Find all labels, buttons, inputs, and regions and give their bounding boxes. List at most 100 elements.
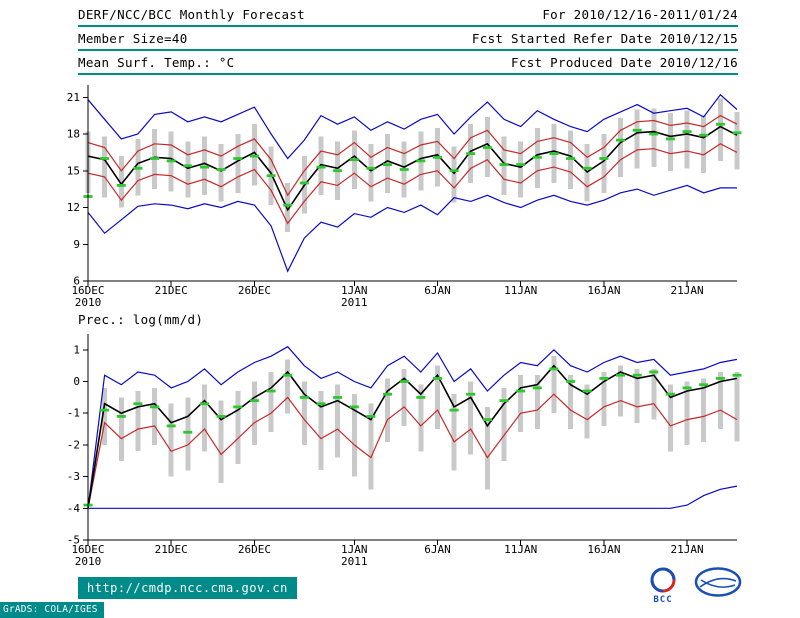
series-ensemble-mean bbox=[87, 125, 738, 212]
spread-bar bbox=[235, 391, 241, 464]
spread-bar bbox=[185, 141, 191, 198]
y-tick-label: 6 bbox=[73, 275, 80, 288]
obs-dash bbox=[732, 373, 742, 377]
obs-dash bbox=[632, 373, 642, 377]
spread-bar bbox=[118, 156, 124, 208]
obs-dash bbox=[100, 408, 110, 412]
obs-dash bbox=[566, 157, 576, 160]
y-tick-label: -2 bbox=[67, 438, 80, 451]
spread-bar bbox=[135, 391, 141, 452]
obs-dash bbox=[100, 157, 110, 160]
y-tick-label: 0 bbox=[73, 375, 80, 388]
obs-dash bbox=[582, 389, 592, 393]
obs-dash bbox=[482, 146, 492, 149]
x-tick-label: 16DEC bbox=[71, 543, 104, 556]
obs-dash bbox=[616, 138, 625, 142]
series-ensemble-min bbox=[87, 184, 737, 273]
obs-dash bbox=[732, 131, 742, 135]
axes bbox=[83, 334, 737, 545]
x-tick-label: 21JAN bbox=[671, 284, 704, 297]
spread-bar bbox=[168, 403, 174, 477]
spread-bar bbox=[401, 368, 407, 426]
obs-dash bbox=[649, 370, 659, 374]
series-upper-bound bbox=[87, 114, 738, 197]
x-tick-label: 16JAN bbox=[587, 284, 620, 297]
obs-dash bbox=[482, 418, 492, 421]
obs-dash bbox=[166, 424, 176, 428]
x-tick-label: 11JAN bbox=[504, 284, 537, 297]
spread-bar bbox=[301, 381, 307, 445]
obs-dash bbox=[266, 174, 276, 178]
spread-bar bbox=[218, 143, 224, 202]
obs-dash bbox=[649, 132, 659, 136]
obs-dash bbox=[466, 392, 476, 396]
obs-dash bbox=[549, 152, 559, 155]
obs-dash bbox=[216, 168, 226, 171]
spread-bar bbox=[351, 394, 357, 477]
obs-dash bbox=[216, 415, 226, 418]
x-tick-label: 21DEC bbox=[155, 543, 188, 556]
obs-dash bbox=[283, 373, 293, 377]
spread-bar bbox=[435, 365, 440, 430]
obs-dash bbox=[416, 396, 426, 399]
spread-bar bbox=[368, 143, 374, 202]
x-tick-label: 11JAN bbox=[504, 543, 537, 556]
spread-bar bbox=[451, 146, 457, 203]
spread-bar bbox=[518, 375, 524, 433]
spread-bar bbox=[451, 394, 457, 471]
obs-dash bbox=[599, 157, 609, 160]
obs-dash bbox=[516, 389, 526, 393]
bcc-logo-icon bbox=[650, 567, 676, 593]
obs-dash bbox=[433, 377, 442, 380]
spread-bar bbox=[318, 391, 324, 471]
obs-dash bbox=[366, 166, 376, 170]
spread-bar bbox=[601, 372, 607, 426]
temperature-chart-title: Mean Surf. Temp.: °C bbox=[78, 55, 235, 70]
obs-dash bbox=[150, 405, 160, 409]
bcc-logo-label: BCC bbox=[653, 595, 673, 605]
obs-dash bbox=[316, 165, 326, 169]
spread-bar bbox=[102, 136, 108, 198]
precipitation-chart-title: Prec.: log(mm/d) bbox=[78, 312, 204, 327]
obs-dash bbox=[715, 377, 725, 380]
spread-bar bbox=[468, 381, 474, 455]
obs-dash bbox=[333, 396, 343, 399]
obs-dash bbox=[632, 128, 642, 132]
header-divider bbox=[78, 25, 738, 27]
spread-bar bbox=[684, 381, 690, 445]
x-tick-label: 26DEC bbox=[238, 543, 271, 556]
x-tick-label: 16DEC bbox=[71, 284, 104, 297]
x-tick-year: 2010 bbox=[75, 555, 102, 568]
grads-credit: GrADS: COLA/IGES bbox=[0, 602, 104, 618]
y-tick-label: 18 bbox=[67, 128, 80, 141]
x-tick-year: 2011 bbox=[341, 555, 368, 568]
fcst-produced-date: Fcst Produced Date 2010/12/16 bbox=[511, 55, 738, 70]
obs-dash bbox=[449, 408, 459, 412]
spread-bar bbox=[218, 400, 224, 483]
obs-dash bbox=[665, 137, 675, 141]
obs-dash bbox=[399, 168, 409, 171]
spread-bar bbox=[251, 381, 257, 445]
obs-dash bbox=[532, 386, 542, 390]
obs-dash bbox=[349, 158, 359, 162]
spread-bar bbox=[584, 384, 590, 439]
spread-bar bbox=[518, 141, 524, 198]
obs-dash bbox=[366, 415, 376, 418]
x-tick-label: 26DEC bbox=[238, 284, 271, 297]
source-url: http://cmdp.ncc.cma.gov.cn bbox=[78, 577, 297, 599]
obs-dash bbox=[715, 122, 725, 126]
obs-dash bbox=[449, 169, 459, 173]
spread-bar bbox=[618, 365, 623, 417]
cma-logo-icon bbox=[694, 567, 742, 597]
obs-dash bbox=[416, 159, 426, 163]
spread-bar bbox=[368, 403, 374, 490]
spread-bar bbox=[634, 368, 640, 423]
x-tick-year: 2010 bbox=[75, 296, 102, 309]
obs-dash bbox=[616, 373, 625, 377]
y-tick-label: 21 bbox=[67, 91, 80, 104]
spread-bar bbox=[285, 359, 291, 414]
spread-bar bbox=[285, 183, 291, 232]
y-tick-label: 15 bbox=[67, 164, 80, 177]
